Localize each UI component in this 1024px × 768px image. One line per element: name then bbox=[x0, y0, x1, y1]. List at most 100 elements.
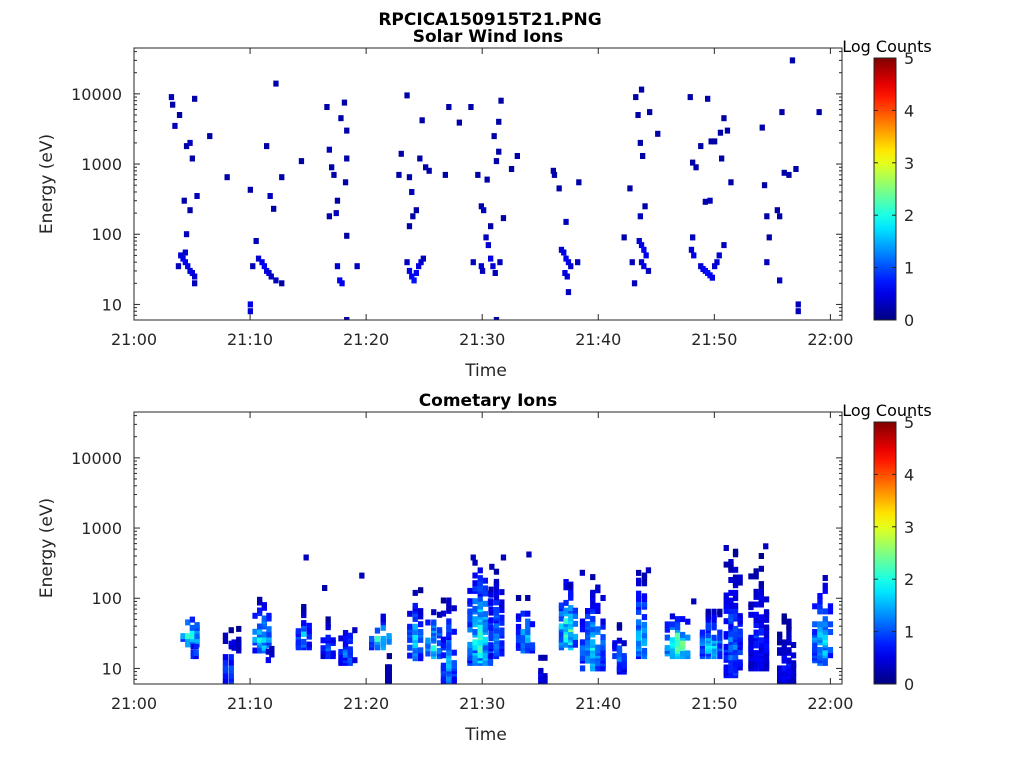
heatmap-cell bbox=[758, 637, 764, 644]
heatmap-cell bbox=[446, 623, 452, 630]
heatmap-cell bbox=[786, 623, 792, 630]
heatmap-cell bbox=[257, 596, 263, 603]
heatmap-cell bbox=[781, 644, 787, 651]
heatmap-cell bbox=[737, 579, 743, 586]
heatmap-cell bbox=[333, 210, 339, 217]
heatmap-cell bbox=[172, 122, 178, 129]
heatmap-cell bbox=[472, 585, 478, 592]
heatmap-cell bbox=[477, 595, 483, 602]
colorbar-label: Log Counts bbox=[842, 401, 932, 420]
heatmap-cell bbox=[579, 644, 586, 651]
heatmap-cell bbox=[325, 634, 331, 641]
y-axis-label: Energy (eV) bbox=[37, 498, 57, 598]
heatmap-cell bbox=[183, 231, 190, 238]
heatmap-cell bbox=[732, 625, 739, 632]
heatmap-cell bbox=[732, 643, 739, 650]
heatmap-cell bbox=[493, 589, 500, 596]
heatmap-cell bbox=[487, 657, 494, 664]
heatmap-cell bbox=[728, 559, 734, 565]
heatmap-cell bbox=[236, 625, 242, 632]
heatmap-cell bbox=[705, 95, 711, 102]
colorbar-tick-label: 2 bbox=[904, 570, 914, 589]
heatmap-cell bbox=[669, 621, 676, 628]
heatmap-cell bbox=[252, 647, 258, 654]
colorbar-tick-label: 2 bbox=[904, 206, 914, 225]
heatmap-cell bbox=[331, 171, 337, 178]
heatmap-cell bbox=[595, 626, 601, 633]
heatmap-cell bbox=[228, 654, 234, 661]
heatmap-cell bbox=[493, 158, 500, 165]
heatmap-cell bbox=[777, 681, 783, 684]
heatmap-cell bbox=[194, 622, 200, 629]
heatmap-cell bbox=[641, 621, 648, 628]
heatmap-cell bbox=[493, 599, 500, 606]
heatmap-cell bbox=[440, 636, 447, 643]
heatmap-cell bbox=[732, 602, 739, 609]
heatmap-cell bbox=[817, 621, 823, 628]
heatmap-cell bbox=[488, 255, 494, 262]
heatmap-cell bbox=[822, 608, 828, 615]
heatmap-cell bbox=[525, 637, 531, 643]
heatmap-cell bbox=[590, 602, 596, 609]
heatmap-cell bbox=[185, 638, 191, 645]
heatmap-cell bbox=[621, 653, 627, 660]
heatmap-cell bbox=[481, 207, 487, 214]
heatmap-cell bbox=[721, 242, 727, 249]
heatmap-cell bbox=[499, 619, 505, 626]
heatmap-cell bbox=[446, 662, 452, 669]
heatmap-cell bbox=[411, 277, 417, 284]
heatmap-cell bbox=[520, 610, 526, 617]
heatmap-cell bbox=[721, 115, 727, 122]
heatmap-cell bbox=[827, 647, 834, 653]
heatmap-cell bbox=[261, 615, 267, 622]
heatmap-cell bbox=[732, 613, 739, 620]
heatmap-cell bbox=[822, 582, 828, 589]
heatmap-cell bbox=[187, 207, 193, 214]
heatmap-cell bbox=[410, 213, 416, 220]
heatmap-cell bbox=[616, 663, 623, 670]
heatmap-cell bbox=[380, 613, 386, 620]
heatmap-cell bbox=[417, 155, 423, 162]
heatmap-cell bbox=[585, 613, 591, 620]
heatmap-cell bbox=[707, 197, 713, 204]
heatmap-cell bbox=[629, 259, 635, 266]
heatmap-cell bbox=[194, 633, 200, 640]
heatmap-cell bbox=[344, 232, 350, 239]
heatmap-cell bbox=[440, 652, 447, 659]
heatmap-cell bbox=[691, 252, 697, 259]
heatmap-cell bbox=[189, 624, 195, 631]
heatmap-cell bbox=[183, 143, 190, 150]
heatmap-cell bbox=[732, 589, 739, 596]
heatmap-cell bbox=[222, 654, 229, 661]
heatmap-cell bbox=[641, 246, 647, 253]
heatmap-cell bbox=[487, 649, 494, 656]
heatmap-cell bbox=[590, 589, 596, 596]
heatmap-cell bbox=[247, 301, 253, 308]
heatmap-cell bbox=[261, 631, 267, 638]
heatmap-cell bbox=[737, 659, 743, 666]
heatmap-cell bbox=[257, 607, 263, 614]
heatmap-cell bbox=[298, 158, 305, 165]
heatmap-cell bbox=[499, 640, 505, 647]
heatmap-cell bbox=[496, 148, 502, 155]
heatmap-cell bbox=[761, 182, 768, 189]
heatmap-cell bbox=[664, 626, 670, 633]
heatmap-cell bbox=[338, 635, 344, 642]
heatmap-cell bbox=[436, 640, 443, 647]
heatmap-cell bbox=[326, 213, 332, 220]
heatmap-cell bbox=[558, 610, 565, 617]
heatmap-cell bbox=[477, 567, 483, 574]
heatmap-cell bbox=[585, 608, 591, 614]
heatmap-cell bbox=[470, 554, 476, 561]
heatmap-cell bbox=[446, 675, 452, 682]
heatmap-cell bbox=[568, 605, 574, 612]
heatmap-cell bbox=[431, 619, 437, 626]
heatmap-cell bbox=[514, 153, 520, 159]
heatmap-cell bbox=[781, 665, 787, 672]
heatmap-cell bbox=[488, 586, 494, 593]
heatmap-cell bbox=[426, 167, 432, 174]
heatmap-cell bbox=[416, 263, 422, 270]
heatmap-cell bbox=[477, 600, 483, 607]
heatmap-cell bbox=[488, 632, 494, 639]
heatmap-cell bbox=[468, 104, 474, 110]
